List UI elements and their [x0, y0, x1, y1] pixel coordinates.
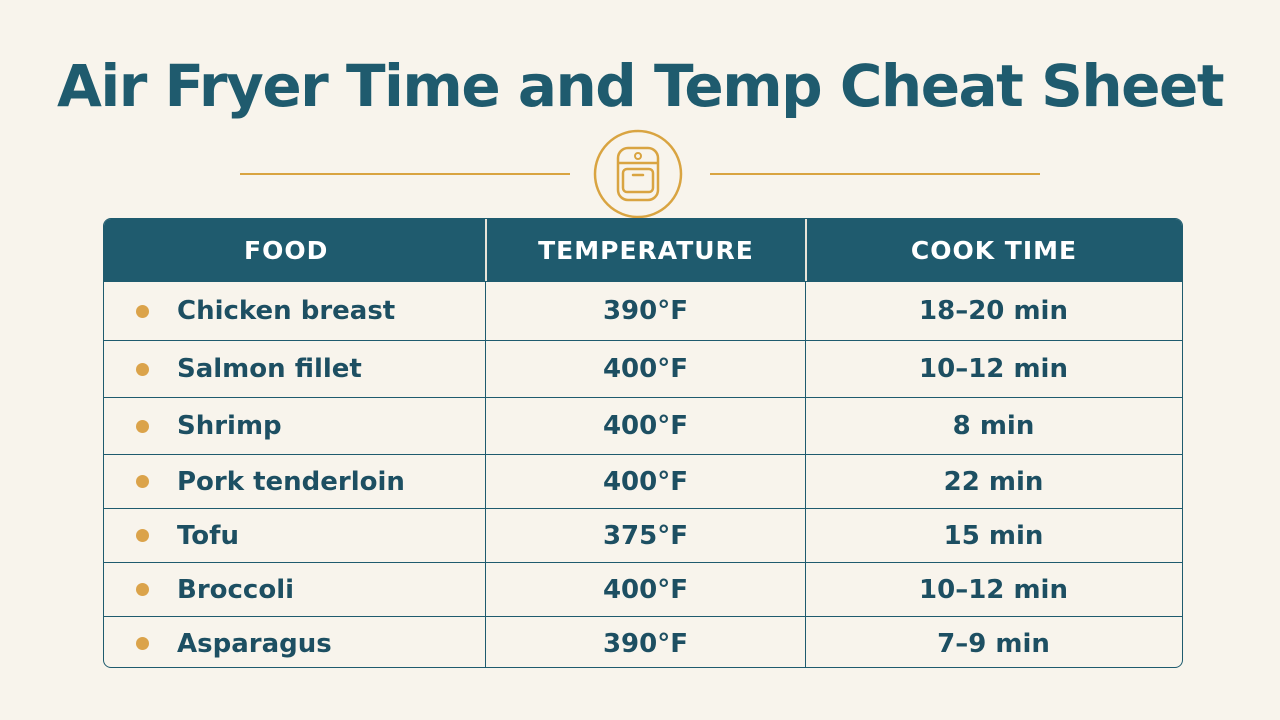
temperature-cell: 400°F: [485, 563, 805, 616]
temperature-cell: 400°F: [485, 398, 805, 454]
air-fryer-icon: [593, 129, 683, 219]
temperature-cell: 390°F: [485, 282, 805, 340]
food-cell: Asparagus: [104, 617, 485, 667]
header-food: FOOD: [244, 235, 329, 265]
header-cook-time: COOK TIME: [805, 219, 1181, 281]
temperature-cell: 390°F: [485, 617, 805, 667]
food-cell: Chicken breast: [104, 282, 485, 340]
table-row: Shrimp 400°F 8 min: [104, 397, 1182, 454]
table-header: FOOD TEMPERATURE COOK TIME: [104, 219, 1182, 281]
table-row: Tofu 375°F 15 min: [104, 508, 1182, 562]
table-row: Pork tenderloin 400°F 22 min: [104, 454, 1182, 508]
cook-time-cell: 7–9 min: [805, 617, 1181, 667]
table-row: Salmon fillet 400°F 10–12 min: [104, 340, 1182, 397]
food-label: Asparagus: [177, 628, 332, 659]
food-cell: Pork tenderloin: [104, 455, 485, 508]
cook-time-cell: 18–20 min: [805, 282, 1181, 340]
bullet-dot-icon: [136, 583, 149, 596]
bullet-dot-icon: [136, 419, 149, 433]
header-temperature: TEMPERATURE: [485, 219, 805, 281]
table-row: Broccoli 400°F 10–12 min: [104, 562, 1182, 616]
cook-time-cell: 10–12 min: [805, 563, 1181, 616]
food-label: Shrimp: [177, 411, 282, 441]
cook-time-cell: 10–12 min: [805, 341, 1181, 397]
temperature-cell: 375°F: [485, 509, 805, 562]
table-row: Asparagus 390°F 7–9 min: [104, 616, 1182, 667]
temperature-cell: 400°F: [485, 455, 805, 508]
page-title: Air Fryer Time and Temp Cheat Sheet: [56, 52, 1225, 120]
food-cell: Salmon fillet: [104, 341, 485, 397]
bullet-dot-icon: [136, 529, 149, 542]
food-label: Broccoli: [177, 574, 295, 605]
table-body: Chicken breast 390°F 18–20 min Salmon fille…: [104, 281, 1182, 667]
cook-time-cell: 15 min: [805, 509, 1181, 562]
food-label: Tofu: [177, 520, 239, 551]
food-label: Salmon fillet: [177, 354, 362, 384]
food-label: Chicken breast: [177, 296, 396, 326]
bullet-dot-icon: [136, 304, 149, 318]
bullet-dot-icon: [136, 475, 149, 488]
temperature-cell: 400°F: [485, 341, 805, 397]
cook-time-cell: 8 min: [805, 398, 1181, 454]
cheat-sheet-table: FOOD TEMPERATURE COOK TIME Chicken breas…: [103, 218, 1183, 668]
food-label: Pork tenderloin: [177, 466, 405, 497]
table-row: Chicken breast 390°F 18–20 min: [104, 281, 1182, 340]
bullet-dot-icon: [136, 362, 149, 376]
food-cell: Tofu: [104, 509, 485, 562]
cook-time-cell: 22 min: [805, 455, 1181, 508]
food-cell: Broccoli: [104, 563, 485, 616]
right-divider-line: [710, 173, 1040, 175]
bullet-dot-icon: [136, 637, 149, 650]
left-divider-line: [240, 173, 570, 175]
food-cell: Shrimp: [104, 398, 485, 454]
